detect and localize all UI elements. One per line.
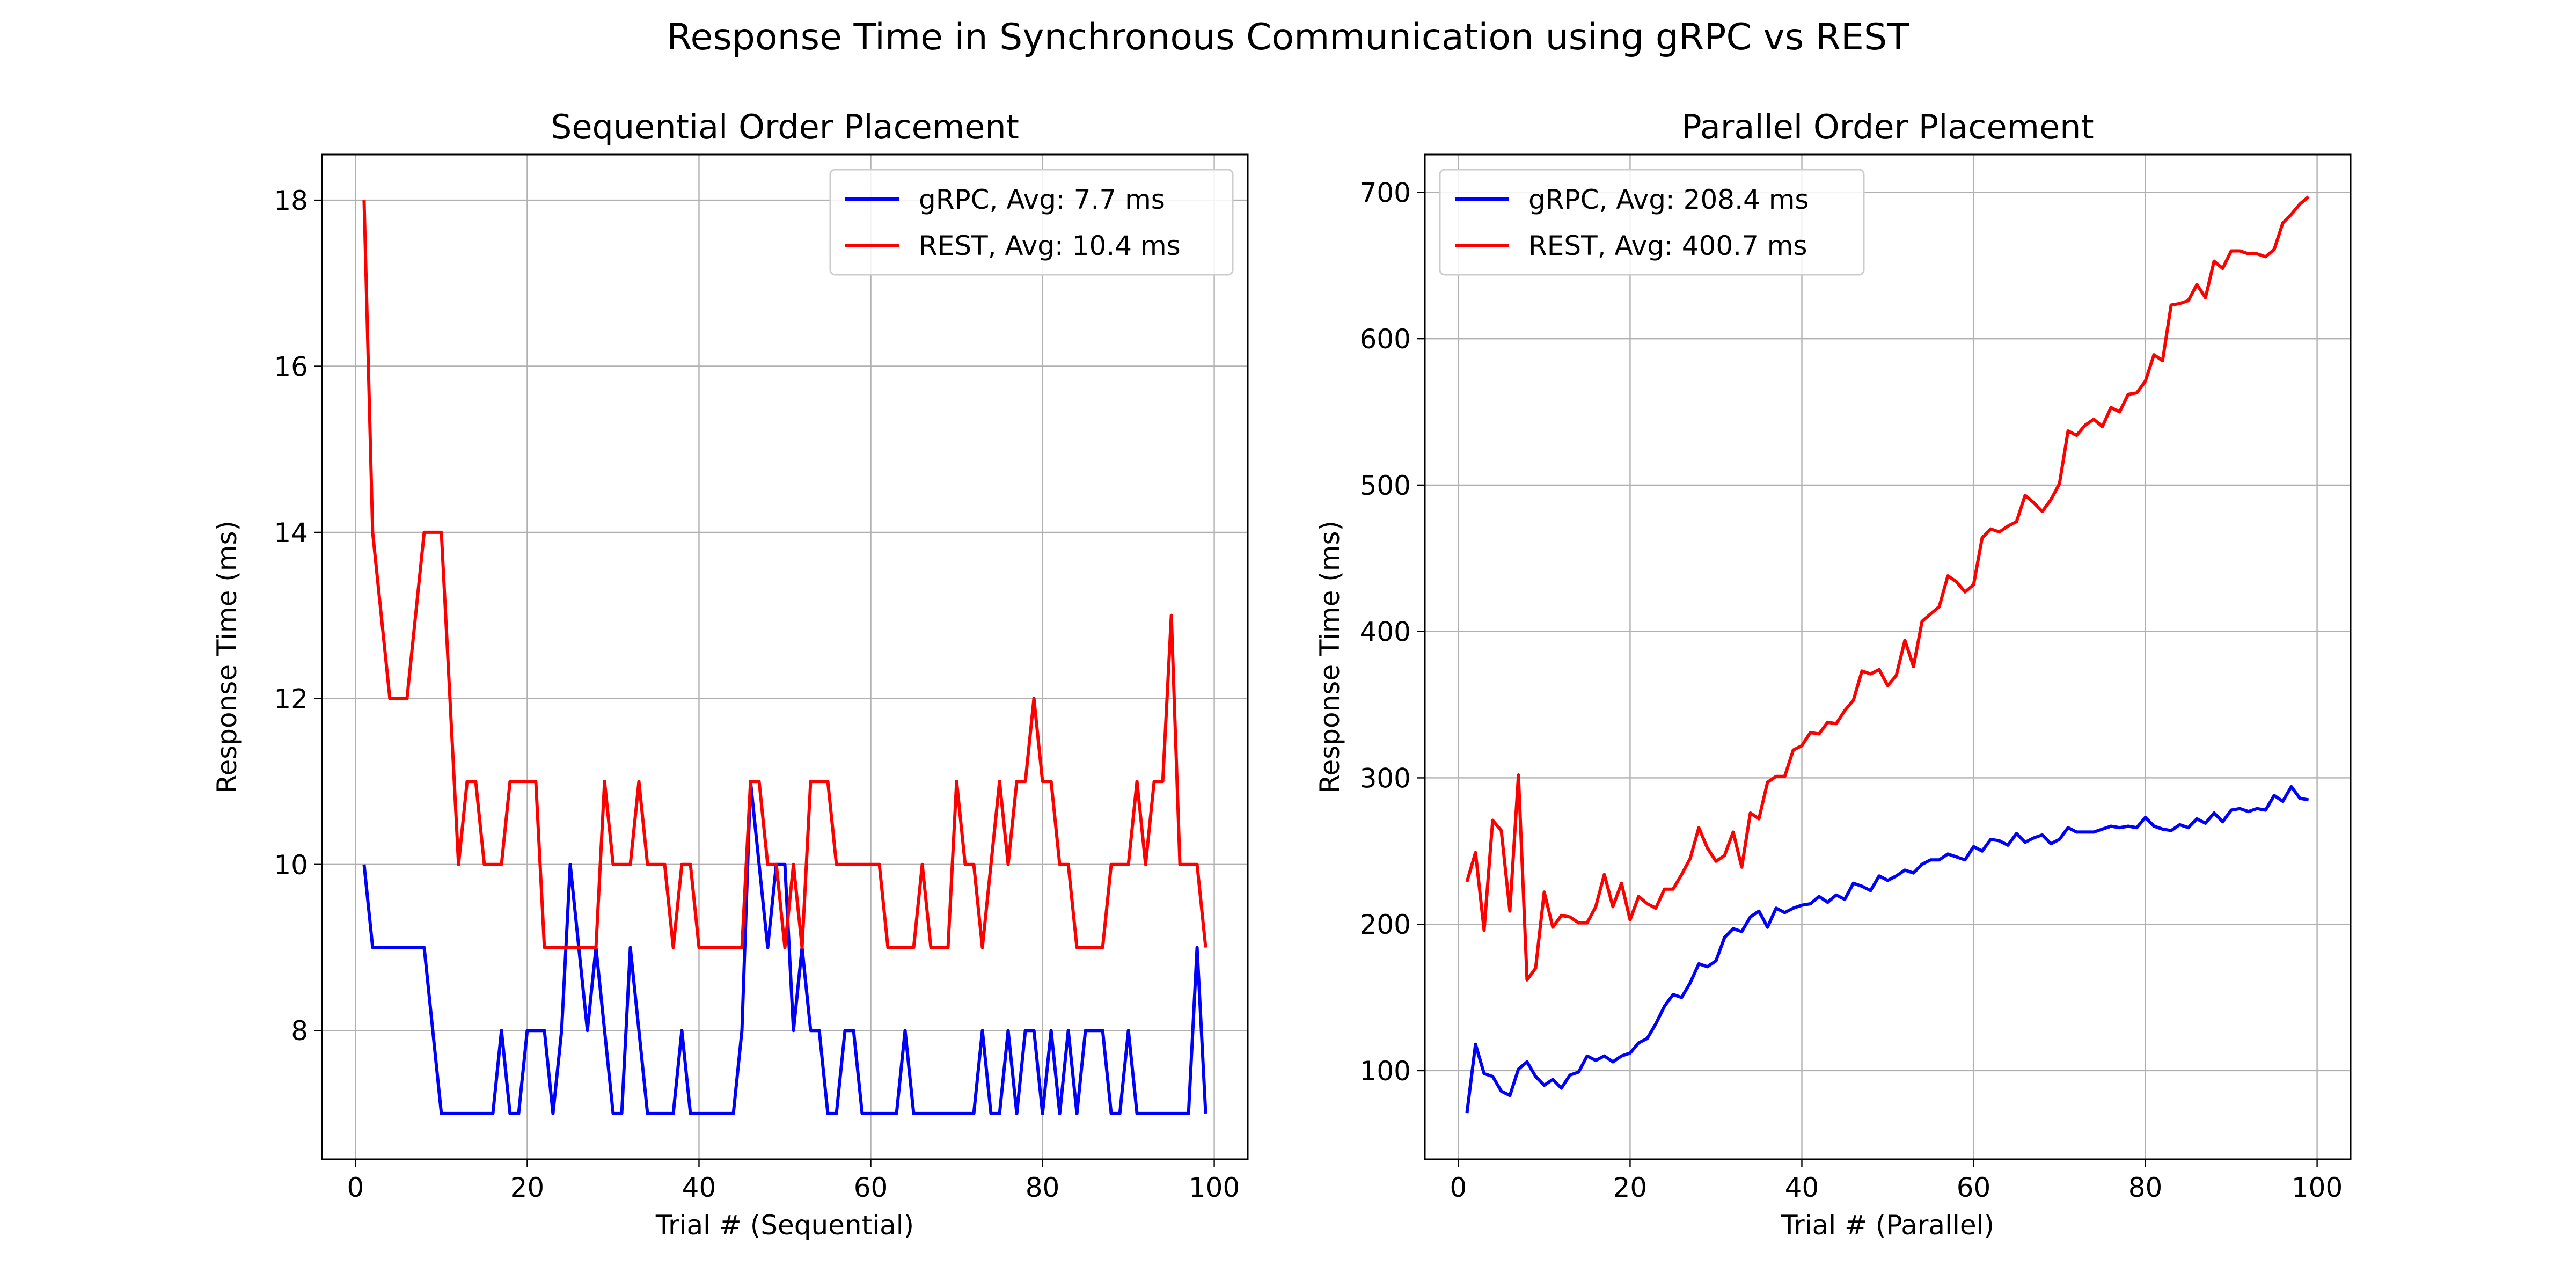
- sequential-ticks: 0 20 40 60 80 100 8 10 12 14 16 18: [274, 185, 1240, 1203]
- sequential-grpc-line: [362, 780, 1208, 1115]
- parallel-x-tick-label: 60: [1957, 1172, 1991, 1203]
- parallel-y-axis-label: Response Time (ms): [1314, 521, 1345, 793]
- sequential-chart-title: Sequential Order Placement: [551, 107, 1019, 147]
- sequential-y-tick-label: 12: [274, 683, 308, 714]
- parallel-grid: [1425, 155, 2351, 1159]
- parallel-y-tick-label: 600: [1360, 324, 1411, 355]
- parallel-x-tick-label: 0: [1450, 1172, 1467, 1203]
- parallel-grpc-line: [1465, 785, 2309, 1114]
- sequential-legend-box: [829, 169, 1234, 276]
- sequential-y-tick-label: 18: [274, 185, 308, 216]
- figure-title: Response Time in Synchronous Communicati…: [667, 16, 1909, 58]
- parallel-plot-frame: [1424, 153, 2352, 1160]
- sequential-x-tick-label: 80: [1026, 1172, 1060, 1203]
- sequential-legend: gRPC, Avg: 7.7 ms REST, Avg: 10.4 ms: [829, 169, 1234, 276]
- sequential-x-tick-label: 40: [682, 1172, 716, 1203]
- sequential-legend-label-grpc: gRPC, Avg: 7.7 ms: [919, 184, 1165, 215]
- sequential-x-tick-label: 60: [854, 1172, 888, 1203]
- parallel-x-tick-label: 20: [1613, 1172, 1648, 1203]
- sequential-legend-label-rest: REST, Avg: 10.4 ms: [919, 230, 1181, 261]
- sequential-rest-line: [362, 200, 1208, 949]
- parallel-y-tick-label: 500: [1360, 470, 1411, 501]
- sequential-series-lines: [362, 200, 1208, 1115]
- sequential-plot-frame: [321, 153, 1249, 1160]
- parallel-legend-box: [1439, 169, 1865, 276]
- parallel-legend-label-grpc: gRPC, Avg: 208.4 ms: [1528, 184, 1809, 215]
- parallel-legend: gRPC, Avg: 208.4 ms REST, Avg: 400.7 ms: [1439, 169, 1865, 276]
- sequential-x-axis-label: Trial # (Sequential): [655, 1210, 914, 1241]
- sequential-x-tick-label: 0: [347, 1172, 364, 1203]
- sequential-grid: [322, 155, 1248, 1159]
- sequential-x-tick-label: 20: [510, 1172, 545, 1203]
- parallel-chart-title: Parallel Order Placement: [1681, 107, 2094, 147]
- parallel-y-tick-label: 200: [1360, 909, 1411, 940]
- sequential-chart-panel: 0 20 40 60 80 100 8 10 12 14 16 18 Sequential Order…: [211, 107, 1249, 1241]
- parallel-y-tick-label: 700: [1360, 177, 1411, 208]
- parallel-legend-label-rest: REST, Avg: 400.7 ms: [1528, 230, 1807, 261]
- sequential-y-axis-label: Response Time (ms): [211, 521, 243, 793]
- parallel-chart-panel: 0 20 40 60 80 100 100 200 300 400 500 600 700 Parall…: [1314, 107, 2352, 1241]
- parallel-x-tick-label: 40: [1785, 1172, 1819, 1203]
- parallel-rest-line: [1465, 195, 2310, 982]
- sequential-x-tick-label: 100: [1189, 1172, 1240, 1203]
- parallel-ticks: 0 20 40 60 80 100 100 200 300 400 500 600 700: [1360, 177, 2343, 1203]
- parallel-y-tick-label: 400: [1360, 617, 1411, 648]
- parallel-y-tick-label: 100: [1360, 1056, 1411, 1087]
- sequential-y-tick-label: 8: [291, 1015, 308, 1046]
- sequential-y-tick-label: 16: [274, 352, 308, 383]
- parallel-y-tick-label: 300: [1360, 763, 1411, 794]
- parallel-series-lines: [1465, 195, 2310, 1114]
- parallel-x-tick-label: 100: [2292, 1172, 2343, 1203]
- parallel-x-axis-label: Trial # (Parallel): [1781, 1210, 1994, 1241]
- parallel-x-tick-label: 80: [2128, 1172, 2163, 1203]
- sequential-y-tick-label: 14: [274, 517, 308, 548]
- sequential-y-tick-label: 10: [274, 850, 308, 881]
